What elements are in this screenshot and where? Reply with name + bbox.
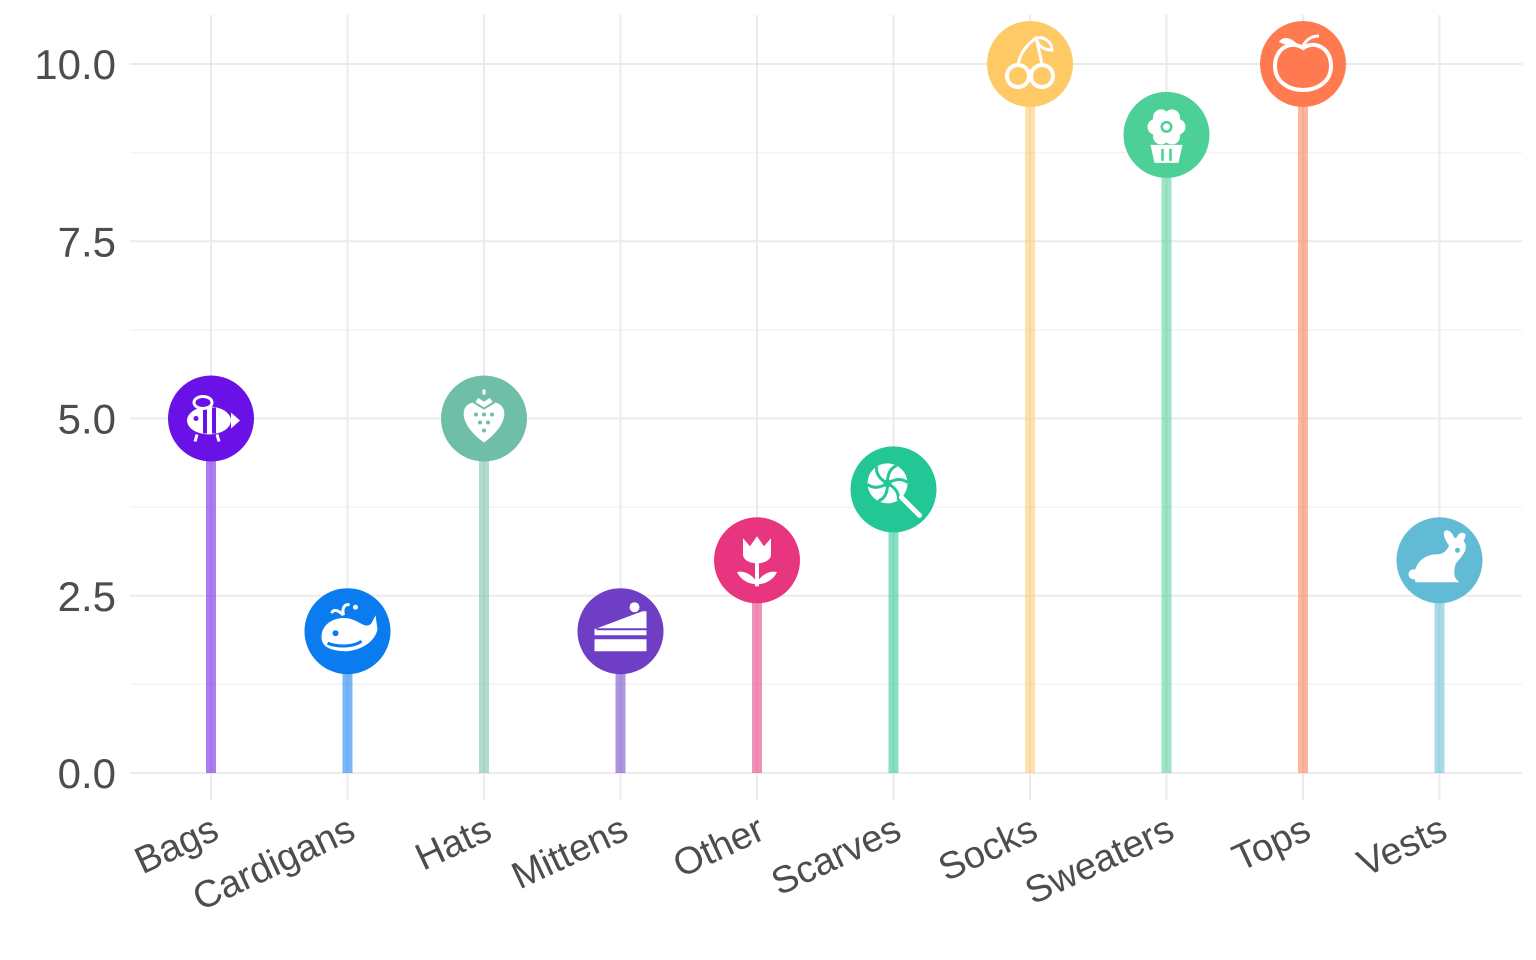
lollipop-point <box>168 375 254 462</box>
peach-icon <box>1272 34 1334 93</box>
lollipop-point <box>1396 517 1483 604</box>
lollipop-point <box>1123 91 1210 178</box>
y-tick-label: 2.5 <box>58 573 116 620</box>
x-tick-label: Mittens <box>506 808 635 898</box>
lollipop-heads <box>168 21 1483 675</box>
lollipop-point <box>987 21 1073 107</box>
y-tick-label: 5.0 <box>58 396 116 443</box>
lollipop-point <box>441 375 527 462</box>
y-tick-label: 10.0 <box>34 41 116 88</box>
strawberry-icon <box>463 389 505 443</box>
cherries-icon <box>1005 36 1055 89</box>
lollipop-point <box>577 588 664 675</box>
x-tick-label: Vests <box>1351 808 1453 885</box>
lollipop-point <box>304 588 391 675</box>
x-tick-label: Hats <box>409 808 498 879</box>
y-axis: 0.0 2.5 5.0 7.5 10.0 <box>34 41 116 797</box>
y-tick-label: 7.5 <box>58 218 116 265</box>
x-tick-label: Tops <box>1226 808 1317 880</box>
x-tick-label: Scarves <box>765 808 907 904</box>
lollipop-point <box>1260 21 1346 107</box>
lollipop-icon <box>866 463 922 518</box>
grid-lines <box>130 15 1522 800</box>
tulip-icon <box>737 536 777 587</box>
lollipop-point <box>850 446 937 533</box>
x-tick-label: Sweaters <box>1019 808 1180 913</box>
whale-icon <box>321 603 378 652</box>
lollipop-point <box>714 517 800 604</box>
lollipop-head-circle <box>987 21 1073 107</box>
lollipop-head-circle <box>1260 21 1346 107</box>
rabbit-icon <box>1408 530 1466 583</box>
flower-pot-icon <box>1147 109 1186 163</box>
x-tick-label: Other <box>667 808 771 886</box>
bee-icon <box>187 395 240 442</box>
y-tick-label: 0.0 <box>58 750 116 797</box>
cake-slice-icon <box>594 602 647 652</box>
